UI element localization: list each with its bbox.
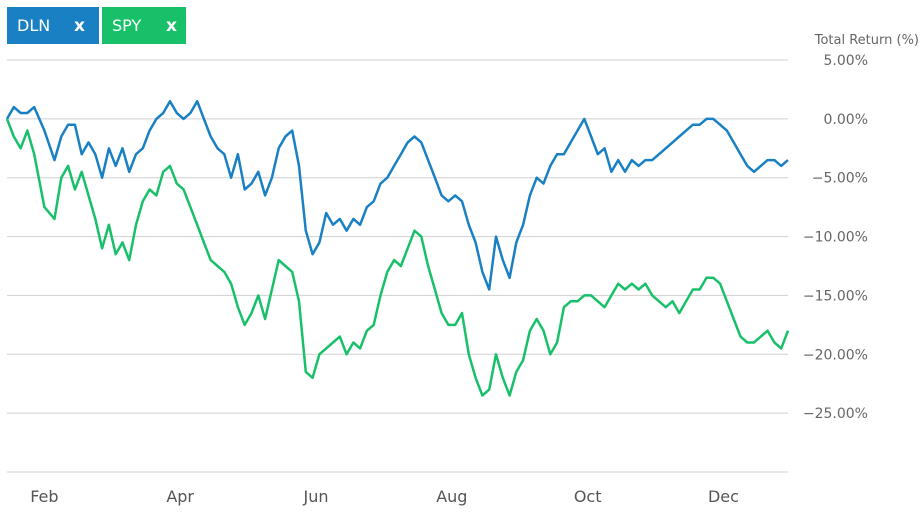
x-tick-label: Feb — [30, 487, 58, 506]
grid-lines — [7, 59, 788, 473]
y-tick-label: −10.00% — [803, 230, 868, 246]
series-line-dln — [5, 99, 789, 291]
y-tick-label: −25.00% — [803, 406, 868, 422]
y-tick-label: −5.00% — [812, 171, 868, 187]
y-tick-label: 5.00% — [824, 53, 868, 69]
x-tick-label: Dec — [708, 487, 739, 506]
y-axis-ticks: 5.00% 0.00% −5.00% −10.00% −15.00% −20.00% −25… — [803, 53, 868, 422]
legend-chip-dln[interactable]: DLN x — [7, 7, 99, 44]
y-tick-label: 0.00% — [824, 112, 868, 128]
x-tick-label: Oct — [574, 487, 602, 506]
x-tick-label: Aug — [436, 487, 467, 506]
remove-series-icon[interactable]: x — [166, 15, 177, 36]
y-axis-label: Total Return (%) — [814, 33, 919, 48]
series-lines — [5, 99, 790, 397]
remove-series-icon[interactable]: x — [74, 15, 85, 36]
x-tick-label: Apr — [166, 487, 194, 506]
legend-chip-label: SPY — [112, 16, 142, 35]
x-axis-ticks: Feb Apr Jun Aug Oct Dec — [30, 487, 739, 506]
legend-chip-spy[interactable]: SPY x — [102, 7, 186, 44]
series-line-spy — [5, 118, 790, 397]
y-tick-label: −20.00% — [803, 347, 868, 363]
legend-chip-label: DLN — [17, 16, 51, 35]
y-tick-label: −15.00% — [803, 288, 868, 304]
x-tick-label: Jun — [303, 487, 329, 506]
